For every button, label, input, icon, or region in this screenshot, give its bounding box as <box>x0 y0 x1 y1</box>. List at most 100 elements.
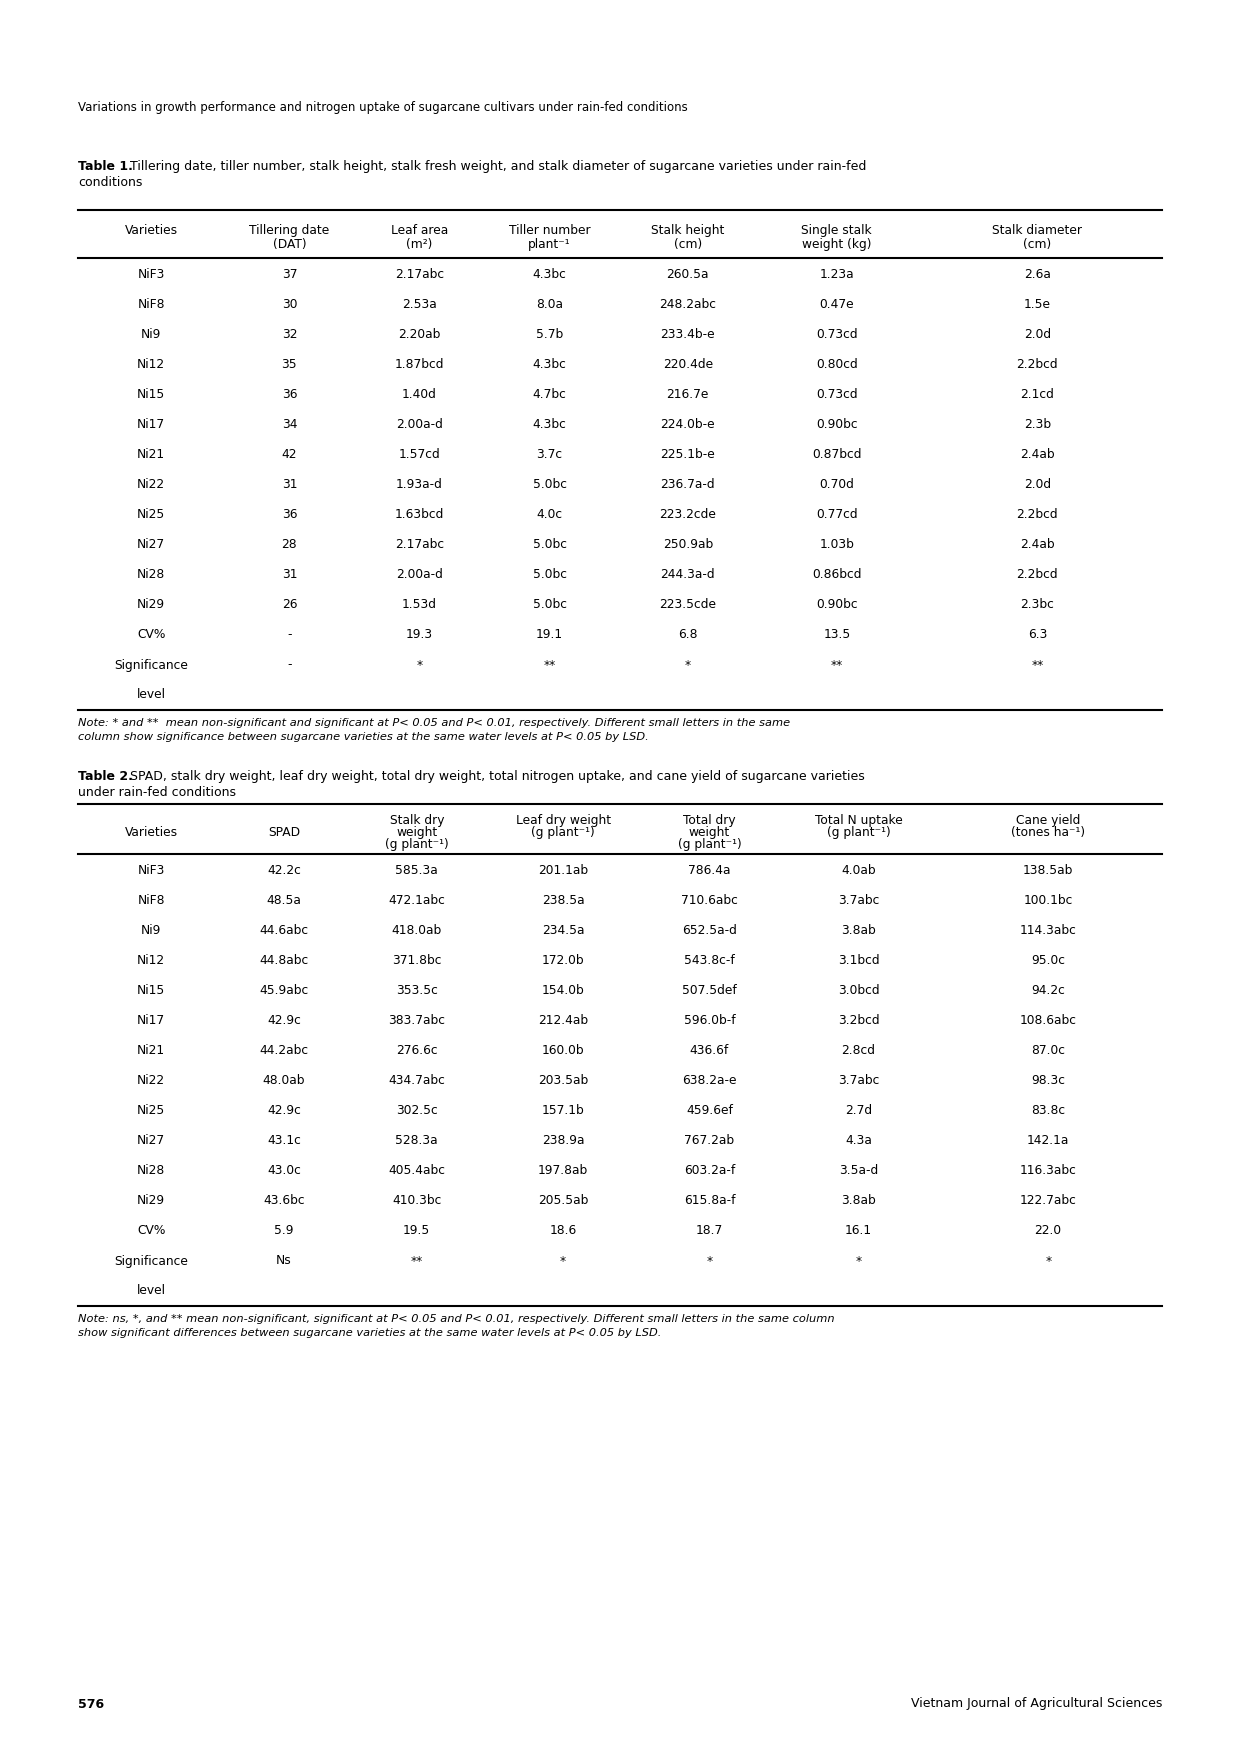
Text: 1.93a-d: 1.93a-d <box>396 479 443 491</box>
Text: 34: 34 <box>281 419 298 431</box>
Text: 100.1bc: 100.1bc <box>1023 895 1073 907</box>
Text: 2.4ab: 2.4ab <box>1021 538 1055 551</box>
Text: 4.3bc: 4.3bc <box>533 419 567 431</box>
Text: 42: 42 <box>281 449 298 461</box>
Text: 225.1b-e: 225.1b-e <box>661 449 715 461</box>
Text: 1.03b: 1.03b <box>820 538 854 551</box>
Text: 203.5ab: 203.5ab <box>538 1075 588 1087</box>
Text: -: - <box>288 628 291 642</box>
Text: (g plant⁻¹): (g plant⁻¹) <box>677 838 742 851</box>
Text: 22.0: 22.0 <box>1034 1224 1061 1238</box>
Text: column show significance between sugarcane varieties at the same water levels at: column show significance between sugarca… <box>78 731 649 742</box>
Text: 2.1cd: 2.1cd <box>1021 388 1054 402</box>
Text: 3.7abc: 3.7abc <box>838 895 879 907</box>
Text: 212.4ab: 212.4ab <box>538 1014 588 1028</box>
Text: *: * <box>684 658 691 672</box>
Text: *: * <box>707 1254 713 1268</box>
Text: 138.5ab: 138.5ab <box>1023 865 1074 877</box>
Text: 472.1abc: 472.1abc <box>388 895 445 907</box>
Text: 0.77cd: 0.77cd <box>816 509 858 521</box>
Text: Variations in growth performance and nitrogen uptake of sugarcane cultivars unde: Variations in growth performance and nit… <box>78 102 688 114</box>
Text: 122.7abc: 122.7abc <box>1019 1194 1076 1207</box>
Text: 44.2abc: 44.2abc <box>259 1044 309 1058</box>
Text: 3.7abc: 3.7abc <box>838 1075 879 1087</box>
Text: Ni21: Ni21 <box>138 449 165 461</box>
Text: 2.4ab: 2.4ab <box>1021 449 1055 461</box>
Text: 154.0b: 154.0b <box>542 984 584 998</box>
Text: 2.7d: 2.7d <box>844 1105 872 1117</box>
Text: Ni15: Ni15 <box>138 984 165 998</box>
Text: CV%: CV% <box>136 1224 165 1238</box>
Text: 223.5cde: 223.5cde <box>660 598 717 612</box>
Text: 2.8cd: 2.8cd <box>842 1044 875 1058</box>
Text: show significant differences between sugarcane varieties at the same water level: show significant differences between sug… <box>78 1328 661 1338</box>
Text: 87.0c: 87.0c <box>1032 1044 1065 1058</box>
Text: 5.0bc: 5.0bc <box>532 538 567 551</box>
Text: NiF8: NiF8 <box>138 298 165 312</box>
Text: 36: 36 <box>281 388 298 402</box>
Text: Note: ns, *, and ** mean non-significant, significant at P< 0.05 and P< 0.01, re: Note: ns, *, and ** mean non-significant… <box>78 1314 835 1324</box>
Text: 160.0b: 160.0b <box>542 1044 584 1058</box>
Text: 436.6f: 436.6f <box>689 1044 729 1058</box>
Text: 4.7bc: 4.7bc <box>533 388 567 402</box>
Text: conditions: conditions <box>78 175 143 189</box>
Text: 2.3bc: 2.3bc <box>1021 598 1054 612</box>
Text: 2.20ab: 2.20ab <box>398 328 440 342</box>
Text: 32: 32 <box>281 328 298 342</box>
Text: 31: 31 <box>281 568 298 582</box>
Text: *: * <box>417 658 423 672</box>
Text: *: * <box>560 1254 567 1268</box>
Text: 1.87bcd: 1.87bcd <box>394 358 444 372</box>
Text: 4.3bc: 4.3bc <box>533 268 567 281</box>
Text: (g plant⁻¹): (g plant⁻¹) <box>531 826 595 838</box>
Text: 95.0c: 95.0c <box>1032 954 1065 968</box>
Text: 224.0b-e: 224.0b-e <box>661 419 715 431</box>
Text: 37: 37 <box>281 268 298 281</box>
Text: 8.0a: 8.0a <box>536 298 563 312</box>
Text: 5.0bc: 5.0bc <box>532 598 567 612</box>
Text: 5.0bc: 5.0bc <box>532 568 567 582</box>
Text: 19.5: 19.5 <box>403 1224 430 1238</box>
Text: 434.7abc: 434.7abc <box>388 1075 445 1087</box>
Text: 3.5a-d: 3.5a-d <box>838 1165 878 1177</box>
Text: 638.2a-e: 638.2a-e <box>682 1075 737 1087</box>
Text: 767.2ab: 767.2ab <box>684 1135 734 1147</box>
Text: (cm): (cm) <box>1023 239 1052 251</box>
Text: 236.7a-d: 236.7a-d <box>661 479 715 491</box>
Text: 42.9c: 42.9c <box>267 1014 301 1028</box>
Text: Ni27: Ni27 <box>138 1135 165 1147</box>
Text: 234.5a: 234.5a <box>542 924 584 937</box>
Text: 36: 36 <box>281 509 298 521</box>
Text: 48.5a: 48.5a <box>267 895 301 907</box>
Text: 371.8bc: 371.8bc <box>392 954 441 968</box>
Text: 0.86bcd: 0.86bcd <box>812 568 862 582</box>
Text: 30: 30 <box>281 298 298 312</box>
Text: NiF3: NiF3 <box>138 865 165 877</box>
Text: Tillering date, tiller number, stalk height, stalk fresh weight, and stalk diame: Tillering date, tiller number, stalk hei… <box>126 160 867 174</box>
Text: (m²): (m²) <box>407 239 433 251</box>
Text: Single stalk: Single stalk <box>801 225 872 237</box>
Text: 4.0ab: 4.0ab <box>841 865 875 877</box>
Text: NiF3: NiF3 <box>138 268 165 281</box>
Text: 3.1bcd: 3.1bcd <box>838 954 879 968</box>
Text: 223.2cde: 223.2cde <box>660 509 717 521</box>
Text: 2.0d: 2.0d <box>1024 328 1052 342</box>
Text: Stalk dry: Stalk dry <box>389 814 444 826</box>
Text: NiF8: NiF8 <box>138 895 165 907</box>
Text: 528.3a: 528.3a <box>396 1135 438 1147</box>
Text: Total N uptake: Total N uptake <box>815 814 903 826</box>
Text: 5.7b: 5.7b <box>536 328 563 342</box>
Text: 114.3abc: 114.3abc <box>1019 924 1076 937</box>
Text: 652.5a-d: 652.5a-d <box>682 924 737 937</box>
Text: 405.4abc: 405.4abc <box>388 1165 445 1177</box>
Text: Ni21: Ni21 <box>138 1044 165 1058</box>
Text: 2.6a: 2.6a <box>1024 268 1050 281</box>
Text: *: * <box>856 1254 862 1268</box>
Text: Ni29: Ni29 <box>138 598 165 612</box>
Text: Varieties: Varieties <box>124 225 177 237</box>
Text: level: level <box>136 689 166 702</box>
Text: 410.3bc: 410.3bc <box>392 1194 441 1207</box>
Text: 0.73cd: 0.73cd <box>816 388 858 402</box>
Text: Ni25: Ni25 <box>138 509 165 521</box>
Text: Ns: Ns <box>277 1254 291 1268</box>
